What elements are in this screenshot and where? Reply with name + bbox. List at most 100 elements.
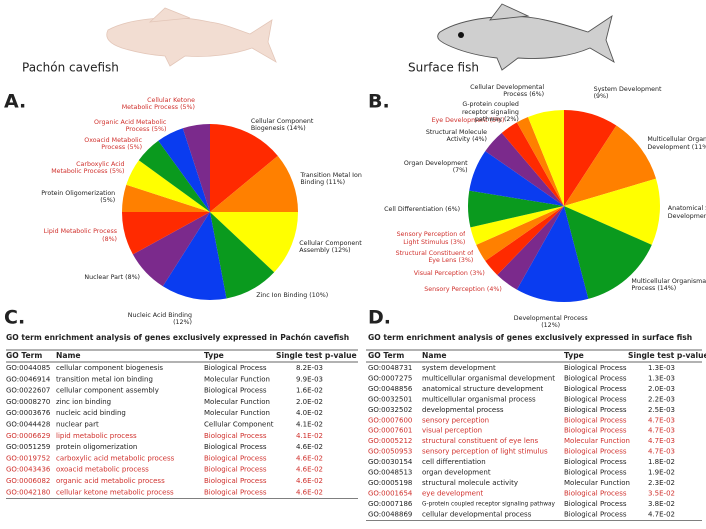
slice-name: Sensory Perception <box>424 285 485 293</box>
table-cell: GO:0048731 <box>368 364 412 372</box>
pie-slice <box>497 206 564 290</box>
slice-label: System Development (9%) <box>594 76 672 110</box>
table-cell: 1.6E-02 <box>296 387 323 395</box>
slice-label-text: Carboxylic Acid Metabolic Process (5%) <box>46 161 124 176</box>
table-cell: developmental process <box>422 406 504 414</box>
slice-name: Protein Oligomerization <box>41 189 116 197</box>
slice-value: (5%) <box>127 144 143 152</box>
slice-name: Visual Perception <box>413 269 468 277</box>
pie-slice <box>476 206 564 261</box>
table-cell: GO:0022607 <box>6 387 50 395</box>
table-cell: Biological Process <box>564 427 627 435</box>
slice-label-box: Multicellular Organismal Process (14%) <box>631 268 706 302</box>
table-cell: Biological Process <box>564 395 627 403</box>
slice-label-box: System Development (9%) <box>594 76 672 110</box>
pie-slice <box>210 212 275 299</box>
slice-label: Organic Acid Metabolic Process (5%) <box>88 109 166 143</box>
slice-label-text: Multicellular Organismal Process (14%) <box>631 278 706 293</box>
slice-value: (14%) <box>657 285 677 293</box>
table-cell: 4.0E-02 <box>296 409 323 417</box>
table-cell: 4.7E-03 <box>648 427 675 435</box>
table-cell: GO:0044085 <box>6 364 50 372</box>
slice-label-box: Oxoacid Metabolic Process (5%) <box>84 137 143 152</box>
table-cell: anatomical structure development <box>422 385 544 393</box>
table-cell: Biological Process <box>564 500 627 508</box>
slice-label: Multicellular Organismal Process (14%) <box>631 268 706 302</box>
table-cell: GO:0006629 <box>6 432 50 440</box>
table-cell: multicellular organismal process <box>422 395 536 403</box>
table-cell: GO:0008270 <box>6 398 50 406</box>
slice-label-box: Structural Constituent of Eye Lens (3%) <box>396 250 474 265</box>
pie-slice <box>516 206 589 303</box>
slice-label: Cellular Ketone Metabolic Process (5%) <box>117 87 195 121</box>
slice-value: (4%) <box>486 285 502 293</box>
slice-name: System Development <box>593 85 662 93</box>
pie-slice <box>564 125 657 206</box>
table-cell: organic acid metabolic process <box>56 477 165 485</box>
table-cell: Biological Process <box>204 432 267 440</box>
slice-label-text: Cell Differentiation (6%) <box>382 206 460 213</box>
table-cell: GO:0048856 <box>368 385 413 393</box>
pie-slice <box>210 124 278 212</box>
slice-name: Organic Acid Metabolic Process <box>94 119 167 134</box>
slice-label-text: Lipid Metabolic Process (8%) <box>39 228 117 243</box>
table-cell: Biological Process <box>564 510 627 518</box>
slice-value: (4%) <box>472 136 487 144</box>
slice-value: (3%) <box>450 238 466 246</box>
slice-label-text: Organic Acid Metabolic Process (5%) <box>88 119 166 134</box>
table-cell: 2.3E-02 <box>648 479 675 487</box>
table-cell: 4.6E-02 <box>296 477 323 485</box>
pie-slice <box>126 160 210 212</box>
pie-slice <box>527 110 564 206</box>
pie-slice <box>564 110 617 206</box>
slice-value: (6%) <box>529 90 545 98</box>
table-cell: GO:0007186 <box>368 500 413 508</box>
table-cell: 2.2E-03 <box>648 395 675 403</box>
slice-label-box: Protein Oligomerization (5%) <box>37 190 115 205</box>
slice-label-text: G-protein coupled receptor signaling pat… <box>441 101 519 123</box>
table-cell: structural constituent of eye lens <box>422 437 539 445</box>
slice-label-text: Structural Molecule Activity (4%) <box>409 129 487 144</box>
table-cell: 4.6E-02 <box>296 454 323 462</box>
table-cell: 9.9E-03 <box>296 375 323 383</box>
table-cell: system development <box>422 364 496 372</box>
pie-slice <box>122 184 210 212</box>
slice-label-box: Organ Development (7%) <box>404 160 468 174</box>
slice-value: (9%) <box>593 93 609 101</box>
table-cell: nucleic acid binding <box>56 409 126 417</box>
slice-name: Cellular Component Biogenesis <box>250 117 314 133</box>
slice-label-text: Cellular Developmental Process (6%) <box>466 84 544 99</box>
slice-label-text: Protein Oligomerization (5%) <box>37 190 115 205</box>
slice-name: Eye Development <box>431 116 488 124</box>
slice-value: (14%) <box>286 125 306 133</box>
slice-name: Sensory Perception of Light Stimulus <box>396 231 466 246</box>
slice-name: Lipid Metabolic Process <box>43 228 118 236</box>
table-cell: Biological Process <box>564 458 627 466</box>
slice-value: (3%) <box>489 116 505 124</box>
table-cell: Biological Process <box>204 466 267 474</box>
slice-label-box: Sensory Perception of Light Stimulus (3%… <box>387 231 466 246</box>
slice-value: (10%) <box>309 292 329 300</box>
slice-label-box: Nuclear Part (8%) <box>84 274 140 281</box>
table-cell: Biological Process <box>564 374 627 382</box>
table-title: GO term enrichment analysis of genes exc… <box>6 333 349 342</box>
slice-label: Structural Molecule Activity (4%) <box>409 119 487 153</box>
table-cell: Biological Process <box>204 443 267 451</box>
table-cell: GO:0007600 <box>368 416 412 424</box>
table-cell: 4.7E-02 <box>648 510 675 518</box>
slice-label: Cellular Developmental Process (6%) <box>466 74 544 108</box>
slice-value: (3%) <box>458 257 474 265</box>
table-cell: 4.7E-03 <box>648 416 675 424</box>
slice-label-box: Structural Molecule Activity (4%) <box>409 119 487 153</box>
slice-label-text: Cellular Component Assembly (12%) <box>299 240 377 255</box>
table-cell: Molecular Function <box>204 375 270 383</box>
table-cell: Cellular Component <box>204 421 274 429</box>
table-cell: Biological Process <box>564 416 627 424</box>
table-cell: 2.5E-03 <box>648 406 675 414</box>
table-cell: Biological Process <box>204 387 267 395</box>
table-cell: Biological Process <box>204 477 267 485</box>
slice-label-text: Sensory Perception of Light Stimulus (3%… <box>387 231 466 246</box>
slice-label-text: Transition Metal Ion Binding (11%) <box>300 172 378 187</box>
table-cell: 1.8E-02 <box>648 458 675 466</box>
table-cell: 8.2E-03 <box>296 364 323 372</box>
